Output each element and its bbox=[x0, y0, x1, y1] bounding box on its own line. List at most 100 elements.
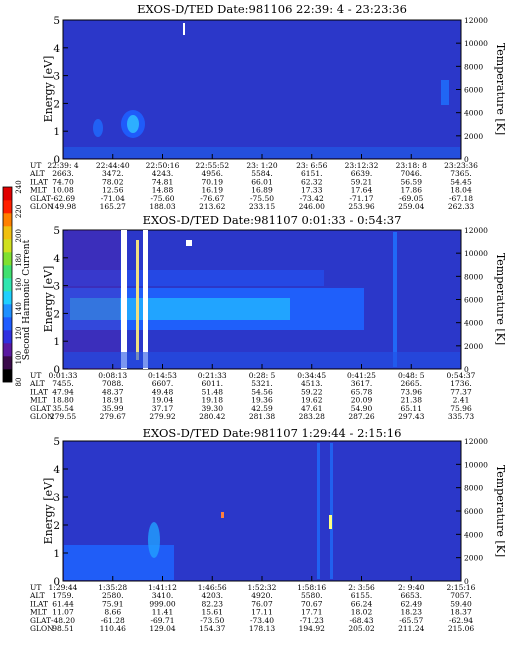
table-cell-ut: 23: 6:56 bbox=[296, 161, 328, 170]
table-cell-ilat: 66.01 bbox=[251, 177, 272, 186]
table-cell-alt: 7057. bbox=[450, 591, 471, 600]
table-cell-ilat: 62.49 bbox=[401, 599, 423, 608]
table-cell-glat: -62.69 bbox=[51, 194, 75, 203]
table-cell-glat: -62.94 bbox=[449, 616, 473, 625]
table-cell-alt: 7455. bbox=[52, 379, 73, 388]
table-cell-ut: 23:12:32 bbox=[345, 161, 379, 170]
table-cell-ilat: 78.02 bbox=[102, 177, 124, 186]
colorbar-tick-label: 100 bbox=[15, 351, 23, 364]
table-cell-glon: 110.46 bbox=[100, 624, 126, 633]
table-cell-mlt: 11.07 bbox=[52, 608, 74, 617]
table-cell-glat: -71.17 bbox=[349, 194, 373, 203]
table-cell-alt: 1759. bbox=[52, 591, 73, 600]
table-cell-ilat: 62.32 bbox=[301, 177, 323, 186]
table-cell-glat: -75.50 bbox=[250, 194, 274, 203]
table-cell-alt: 2580. bbox=[102, 591, 123, 600]
table-cell-mlt: 20.09 bbox=[351, 396, 373, 405]
table-cell-glat: 35.54 bbox=[52, 404, 74, 413]
table-cell-ut: 0:08:13 bbox=[98, 371, 127, 380]
row-label-mlt: MLT bbox=[30, 608, 47, 617]
table-cell-glat: -68.43 bbox=[349, 616, 373, 625]
table-cell-glat: -76.67 bbox=[200, 194, 224, 203]
table-cell-glat: -48.20 bbox=[51, 616, 75, 625]
colorbar-cell bbox=[3, 213, 12, 227]
table-cell-ut: 2: 3:56 bbox=[348, 583, 375, 592]
table-cell-glon: 211.24 bbox=[398, 624, 424, 633]
table-cell-ut: 22:55:52 bbox=[195, 161, 229, 170]
y2tick-label: 0 bbox=[464, 155, 469, 164]
table-cell-alt: 6151. bbox=[301, 169, 322, 178]
table-cell-ut: 0:01:33 bbox=[49, 371, 78, 380]
colorbar-label: Second Harmonic Current bbox=[22, 239, 32, 360]
panel-2-ylabel: Energy [eV] bbox=[42, 266, 55, 333]
table-cell-mlt: 8.66 bbox=[104, 608, 121, 617]
table-cell-glat: 35.99 bbox=[102, 404, 124, 413]
table-cell-glat: 47.61 bbox=[301, 404, 322, 413]
colorbar-tick-label: 160 bbox=[15, 278, 23, 291]
table-cell-mlt: 16.89 bbox=[251, 186, 273, 195]
table-cell-mlt: 2.41 bbox=[453, 396, 470, 405]
table-cell-ut: 0:48: 5 bbox=[398, 371, 425, 380]
table-cell-glon: 279.55 bbox=[50, 412, 76, 421]
y2tick-label: 0 bbox=[464, 365, 469, 374]
table-cell-glat: -69.05 bbox=[399, 194, 423, 203]
colorbar-cell bbox=[3, 200, 12, 214]
table-cell-ilat: 76.07 bbox=[251, 599, 273, 608]
ytick-label: 1 bbox=[53, 548, 60, 560]
table-cell-glat: 75.96 bbox=[450, 404, 472, 413]
colorbar-cell bbox=[3, 226, 12, 240]
table-cell-alt: 5580. bbox=[301, 591, 322, 600]
table-cell-glon: 205.02 bbox=[348, 624, 374, 633]
row-label-alt: ALT bbox=[29, 169, 45, 178]
table-cell-glon: 215.06 bbox=[448, 624, 474, 633]
table-cell-ut: 1:58:16 bbox=[297, 583, 326, 592]
row-label-glon: GLON bbox=[30, 412, 54, 421]
table-cell-mlt: 18.37 bbox=[450, 608, 472, 617]
table-cell-alt: 5321. bbox=[251, 379, 272, 388]
y2tick-label: 10000 bbox=[464, 249, 488, 258]
table-cell-mlt: 12.56 bbox=[102, 186, 124, 195]
colorbar-cell bbox=[3, 265, 12, 279]
ytick-label: 2 bbox=[53, 520, 60, 532]
ytick-label: 3 bbox=[53, 281, 60, 293]
y2tick-label: 10000 bbox=[464, 460, 488, 469]
table-cell-alt: 6607. bbox=[152, 379, 173, 388]
table-cell-glat: 65.11 bbox=[401, 404, 422, 413]
panel-2-gap-2b bbox=[136, 240, 139, 360]
table-cell-glat: -69.71 bbox=[150, 616, 174, 625]
row-label-mlt: MLT bbox=[30, 186, 47, 195]
table-cell-alt: 3410. bbox=[152, 591, 173, 600]
panel-1-features bbox=[64, 23, 460, 158]
table-cell-mlt: 17.86 bbox=[401, 186, 423, 195]
table-cell-ilat: 74.81 bbox=[152, 177, 173, 186]
ytick-label: 4 bbox=[53, 464, 60, 476]
panel-3-orbit-table: UTALTILATMLTGLATGLON1:29:441759.61.4411.… bbox=[29, 576, 476, 633]
row-label-glon: GLON bbox=[30, 202, 54, 211]
table-cell-glat: -71.04 bbox=[101, 194, 125, 203]
colorbar-tick-label: 80 bbox=[15, 378, 23, 387]
table-cell-alt: 2665. bbox=[401, 379, 422, 388]
colorbar-cell bbox=[3, 343, 12, 357]
table-cell-ilat: 54.56 bbox=[251, 387, 273, 396]
table-cell-mlt: 19.18 bbox=[202, 396, 224, 405]
table-cell-ilat: 77.37 bbox=[450, 387, 472, 396]
y2tick-label: 4000 bbox=[464, 109, 483, 118]
panel-3-ylabel: Energy [eV] bbox=[42, 478, 55, 545]
table-cell-ut: 22:44:40 bbox=[96, 161, 130, 170]
table-cell-alt: 4203. bbox=[202, 591, 223, 600]
panel-3-spot bbox=[329, 515, 332, 529]
table-cell-ut: 0:34:45 bbox=[297, 371, 326, 380]
table-cell-ut: 0:21:33 bbox=[198, 371, 227, 380]
panel-3-yticks: 0 1 2 3 4 5 bbox=[53, 436, 68, 588]
colorbar-tick-label: 180 bbox=[15, 253, 23, 266]
colorbar-cell bbox=[3, 239, 12, 253]
ytick-label: 3 bbox=[53, 492, 60, 504]
table-cell-glon: 188.03 bbox=[149, 202, 175, 211]
row-label-glat: GLAT bbox=[30, 616, 51, 625]
table-cell-ilat: 49.48 bbox=[152, 387, 174, 396]
table-cell-glon: 287.26 bbox=[348, 412, 374, 421]
colorbar-cell bbox=[3, 369, 12, 383]
panel-1-blob-core bbox=[127, 115, 139, 133]
table-cell-alt: 7088. bbox=[102, 379, 123, 388]
